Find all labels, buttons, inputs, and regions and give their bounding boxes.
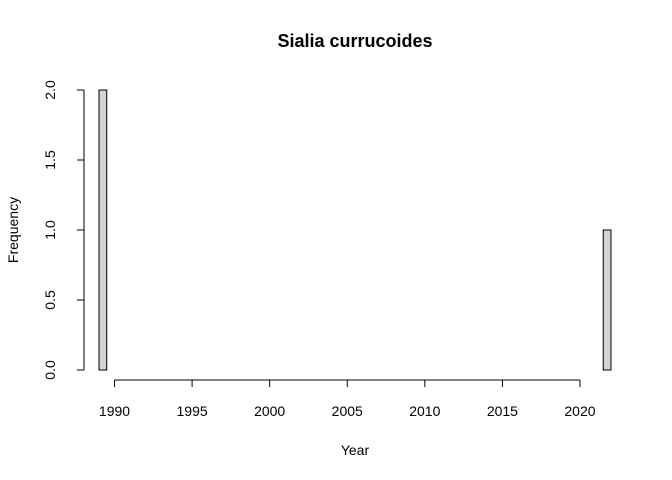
y-axis: 0.0 0.5 1.0 1.5 2.0 (42, 80, 85, 380)
x-tick-label: 2010 (409, 403, 440, 419)
y-tick-label: 1.5 (42, 150, 58, 170)
y-tick-label: 0.5 (42, 290, 58, 310)
y-tick-label: 0.0 (42, 360, 58, 380)
x-tick-label: 2015 (487, 403, 518, 419)
histogram-bar (602, 229, 612, 371)
x-axis-label: Year (341, 442, 370, 458)
histogram-bar (98, 89, 108, 371)
y-tick-label: 2.0 (42, 80, 58, 100)
x-tick-label: 1990 (99, 403, 130, 419)
chart-title: Sialia currucoides (277, 31, 432, 51)
x-tick-label: 2020 (564, 403, 595, 419)
y-axis-label: Frequency (5, 197, 21, 263)
y-tick-label: 1.0 (42, 220, 58, 240)
x-axis: 1990 1995 2000 2005 2010 2015 2020 (99, 379, 596, 419)
x-tick-label: 1995 (177, 403, 208, 419)
x-tick-label: 2000 (254, 403, 285, 419)
bars-layer (98, 89, 612, 371)
x-tick-label: 2005 (332, 403, 363, 419)
